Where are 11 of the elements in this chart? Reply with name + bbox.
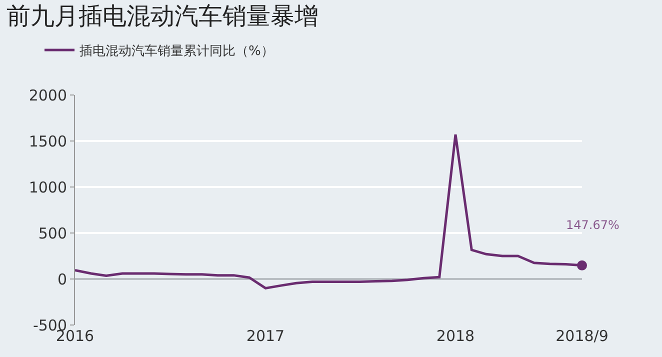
y-tick-label: 500	[38, 224, 67, 242]
x-tick-label: 2017	[246, 327, 285, 345]
y-tick-label: 2000	[28, 86, 67, 104]
x-tick-label: 2018/9	[556, 327, 608, 345]
chart-title: 前九月插电混动汽车销量暴增	[6, 2, 319, 30]
x-tick-label: 2018	[436, 327, 475, 345]
annotation: 147.67%	[566, 218, 620, 232]
y-tick-label: 0	[57, 270, 67, 288]
y-tick-label: 1000	[28, 178, 67, 196]
legend-label: 插电混动汽车销量累计同比（%）	[80, 44, 274, 60]
y-tick-label: 1500	[28, 132, 67, 150]
